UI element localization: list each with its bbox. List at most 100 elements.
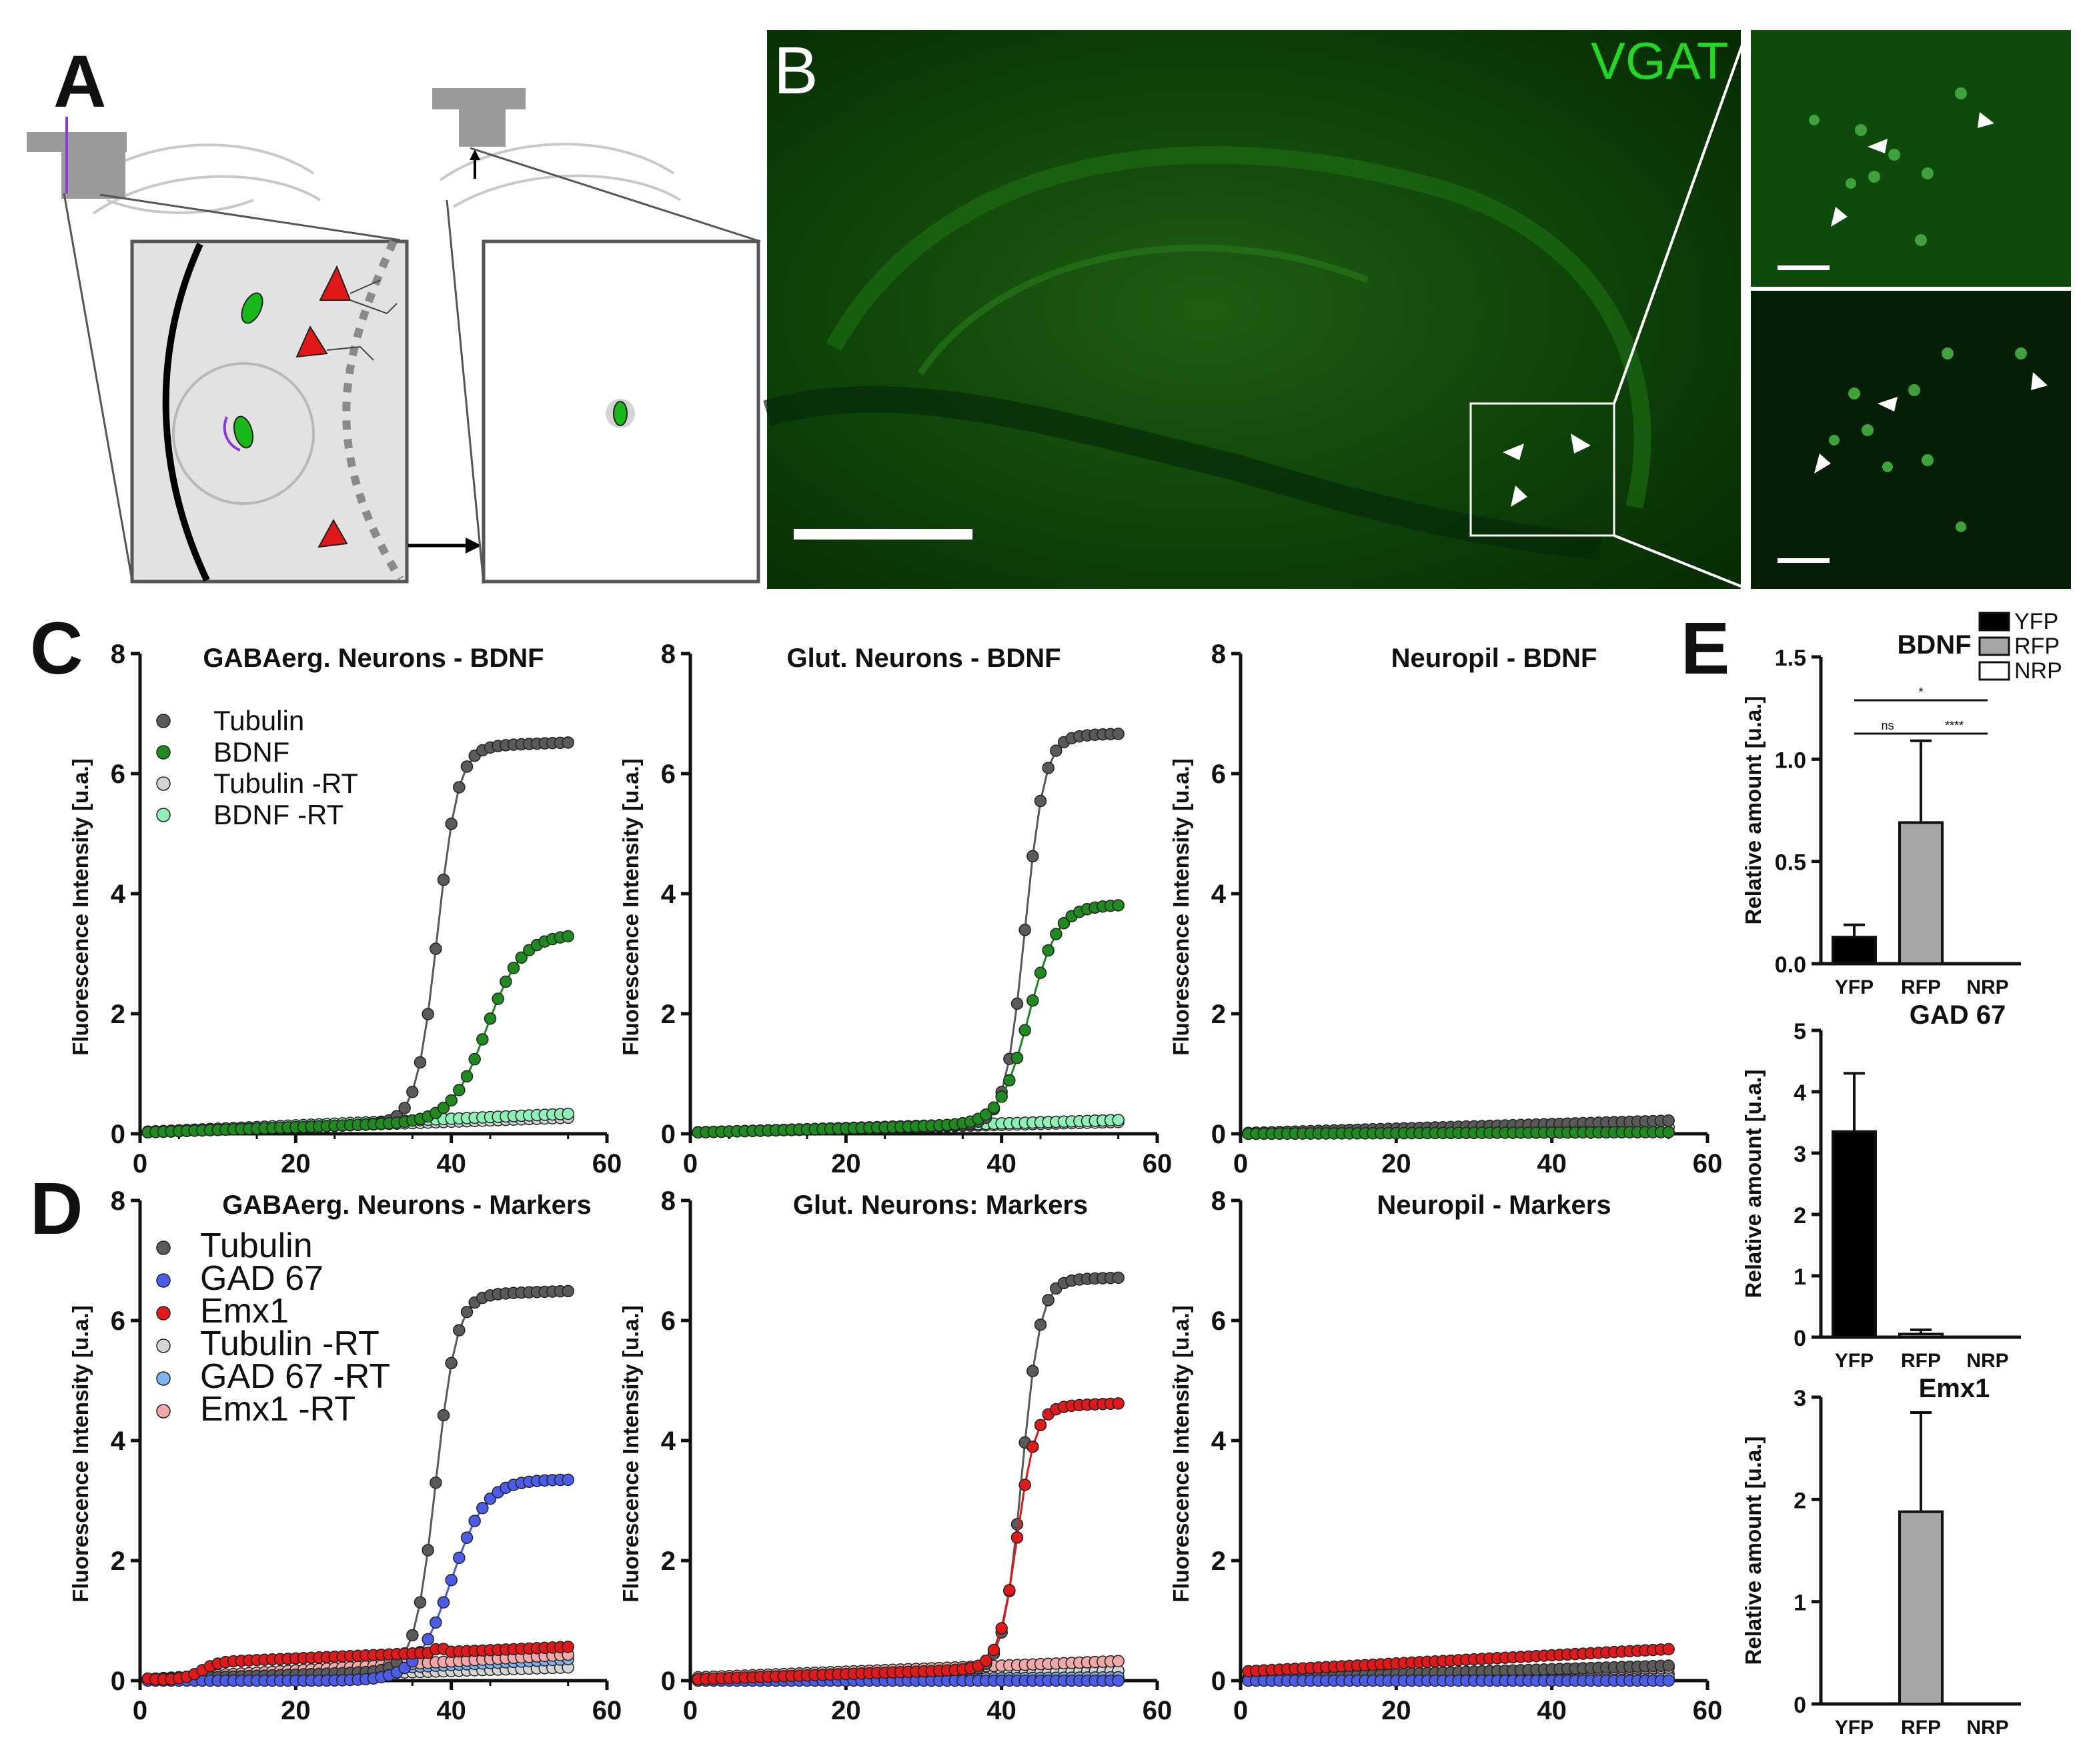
data-point (1026, 994, 1039, 1007)
data-point (437, 1596, 450, 1609)
data-point (1018, 1024, 1031, 1037)
bar-yfp (1832, 923, 1877, 965)
data-point (437, 1101, 450, 1114)
data-point (468, 1515, 481, 1527)
data-point (995, 1622, 1008, 1635)
x-tick-label: 60 (592, 1696, 622, 1725)
hippocampus-outline-right (439, 143, 682, 208)
y-tick-label: 1.0 (1775, 748, 1806, 773)
series-emx1 (1242, 1643, 1675, 1678)
arrowhead-icon (1814, 454, 1831, 474)
y-tick-label: 0 (111, 1120, 125, 1149)
data-point (476, 1033, 489, 1046)
x-tick-label: 40 (1537, 1696, 1567, 1725)
data-point (453, 1324, 466, 1337)
significance-bracket: **** (1921, 719, 1988, 735)
x-tick-label: NRP (1966, 976, 2008, 998)
x-tick-label: 40 (986, 1696, 1016, 1725)
data-point (1026, 1365, 1039, 1378)
panel-label-e: E (1681, 608, 1729, 690)
y-tick-label: 6 (1211, 1306, 1226, 1336)
data-point (437, 1409, 450, 1422)
legend-entry: Emx1 (156, 1292, 289, 1331)
y-tick-label: 2 (661, 1547, 676, 1576)
data-point (445, 1357, 458, 1370)
bar (1832, 936, 1877, 965)
bar-rfp (1898, 1328, 1944, 1339)
x-tick-label: YFP (1835, 976, 1874, 998)
y-tick-label: 0 (1211, 1120, 1226, 1149)
legend-entry: Tubulin (156, 705, 304, 736)
data-point (460, 760, 474, 773)
x-tick-label: 60 (1693, 1696, 1723, 1725)
chart-title: Glut. Neurons - BDNF (786, 644, 1061, 673)
collection-cap-icon (432, 88, 526, 179)
chart-glut-bdnf: 0 2 4 6 8 0 20 40 60 Glut. Neurons - BDNF Fluoresc… (618, 640, 1172, 1178)
legend-label: Tubulin -RT (213, 768, 358, 799)
data-point (1112, 728, 1125, 740)
y-tick-label: 4 (1211, 1427, 1227, 1456)
data-point (562, 736, 574, 749)
x-tick-label: 0 (683, 1696, 698, 1725)
y-tick-label: 4 (661, 880, 676, 909)
data-point (1112, 1114, 1125, 1126)
arrowhead-icon (1878, 397, 1898, 411)
legend-marker (156, 1306, 171, 1320)
data-point (1034, 794, 1047, 808)
chart-title: Glut. Neurons: Markers (793, 1190, 1088, 1220)
y-tick-label: 8 (111, 1186, 125, 1216)
x-tick-label: 0 (1233, 1696, 1248, 1725)
arrowhead-icon (1868, 139, 1888, 153)
y-tick-label: 8 (111, 640, 125, 669)
x-tick-label: 0 (683, 1149, 698, 1178)
y-tick-label: 6 (1211, 760, 1226, 789)
x-tick-label: 40 (436, 1149, 466, 1178)
y-tick-label: 4 (1794, 1080, 1806, 1106)
legend-label: YFP (2014, 609, 2058, 634)
significance-bracket: * (1854, 686, 1988, 702)
legend-entry: RFP (1978, 634, 2060, 659)
y-tick-label: 2 (111, 1547, 125, 1576)
x-tick-label: 0 (133, 1149, 147, 1178)
chart-bar-gad67: 0 1 2 3 4 5 YFP RFP NRP GAD 67 Relative amount [u.… (1741, 1000, 2021, 1372)
data-point (1112, 1655, 1125, 1667)
arrowhead-icon (1511, 486, 1527, 507)
zoom-inset-top (1751, 30, 2071, 287)
x-tick-label: RFP (1901, 976, 1941, 998)
data-point (515, 951, 528, 964)
y-tick-label: 0 (111, 1667, 125, 1696)
y-tick-label: 3 (1794, 1142, 1806, 1167)
data-point (562, 1107, 574, 1120)
y-tick-label: 0.5 (1775, 850, 1806, 876)
y-axis-label: Fluorescence Intensity [u.a.] (618, 1305, 643, 1603)
legend-entry: Emx1 -RT (156, 1390, 356, 1429)
y-axis-label: Relative amount [u.a.] (1741, 1437, 1766, 1665)
y-tick-label: 6 (111, 1306, 125, 1336)
series-emx1 (692, 1397, 1125, 1686)
x-tick-label: 20 (281, 1149, 311, 1178)
series-emx1 (141, 1641, 574, 1686)
data-point (1057, 916, 1071, 930)
data-point (562, 930, 574, 943)
data-point (562, 1284, 574, 1298)
data-point (1042, 1294, 1055, 1306)
panel-label-d: D (30, 1168, 83, 1250)
chart-title: GABAerg. Neurons - Markers (222, 1190, 591, 1220)
y-tick-label: 2 (1211, 1547, 1226, 1576)
data-point (430, 1616, 442, 1629)
y-tick-label: 0 (661, 1667, 676, 1696)
objective-icon (27, 117, 127, 199)
data-point (562, 1473, 574, 1487)
interneuron-icon (223, 292, 263, 452)
data-point (500, 975, 512, 988)
data-point (460, 1070, 474, 1083)
data-point (987, 1101, 1000, 1114)
data-point (430, 1477, 442, 1489)
y-tick-label: 2 (661, 1000, 676, 1029)
data-point (406, 1629, 419, 1642)
chart-title: Neuropil - BDNF (1391, 644, 1597, 673)
data-point (445, 818, 458, 830)
data-point (980, 1108, 992, 1121)
data-point (1042, 762, 1055, 774)
scale-bar-inset (1778, 265, 1830, 270)
